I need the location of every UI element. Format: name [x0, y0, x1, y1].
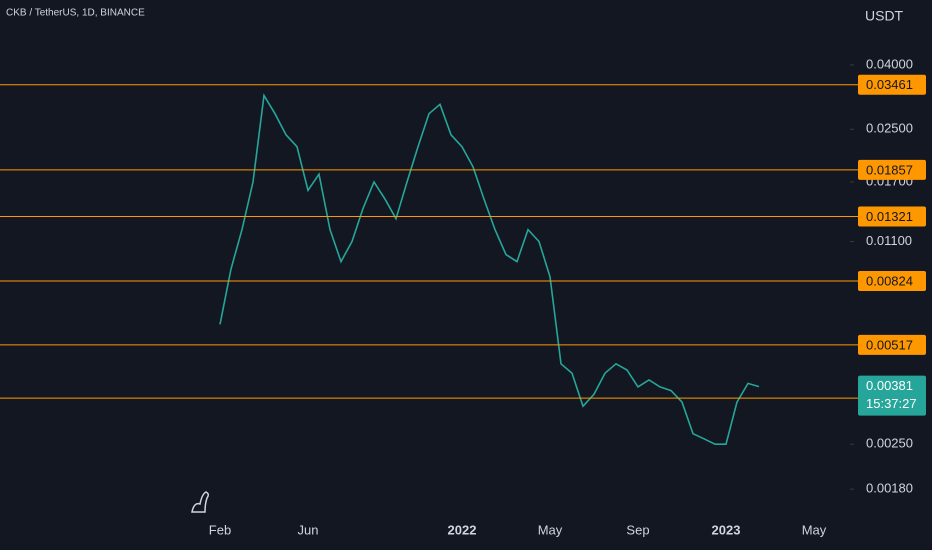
level-label-box — [858, 206, 926, 227]
countdown-label: 15:37:27 — [866, 396, 917, 411]
logo — [191, 491, 210, 513]
y-tick-label: 0.00250 — [866, 436, 913, 451]
level-label: 0.00517 — [866, 337, 913, 352]
x-tick-label: Jun — [298, 522, 319, 537]
x-tick-label: May — [802, 522, 827, 537]
level-label: 0.01857 — [866, 162, 913, 177]
x-tick-label: 2022 — [448, 522, 477, 537]
y-tick-label: 0.01100 — [866, 233, 912, 248]
chart-title: CKB / TetherUS, 1D, BINANCE — [6, 8, 145, 19]
last-price-box — [858, 375, 926, 416]
level-label-box — [858, 271, 926, 292]
level-label: 0.03461 — [866, 77, 913, 92]
x-tick-label: Sep — [626, 522, 649, 537]
level-label-box — [858, 334, 926, 355]
level-label-box — [858, 159, 926, 180]
level-label-box — [858, 74, 926, 95]
x-tick-label: May — [538, 522, 563, 537]
last-price-label: 0.00381 — [866, 378, 913, 393]
price-line — [219, 93, 760, 445]
x-tick-label: 2023 — [712, 522, 741, 537]
level-label: 0.00824 — [866, 273, 913, 288]
y-tick-label: 0.00180 — [866, 481, 913, 496]
level-label: 0.01321 — [866, 209, 913, 224]
x-tick-label: Feb — [209, 522, 231, 537]
y-tick-label: 0.04000 — [866, 56, 913, 71]
y-axis-label: USDT — [865, 8, 904, 24]
logo-icon — [191, 491, 210, 513]
y-tick-label: 0.02500 — [866, 121, 913, 136]
